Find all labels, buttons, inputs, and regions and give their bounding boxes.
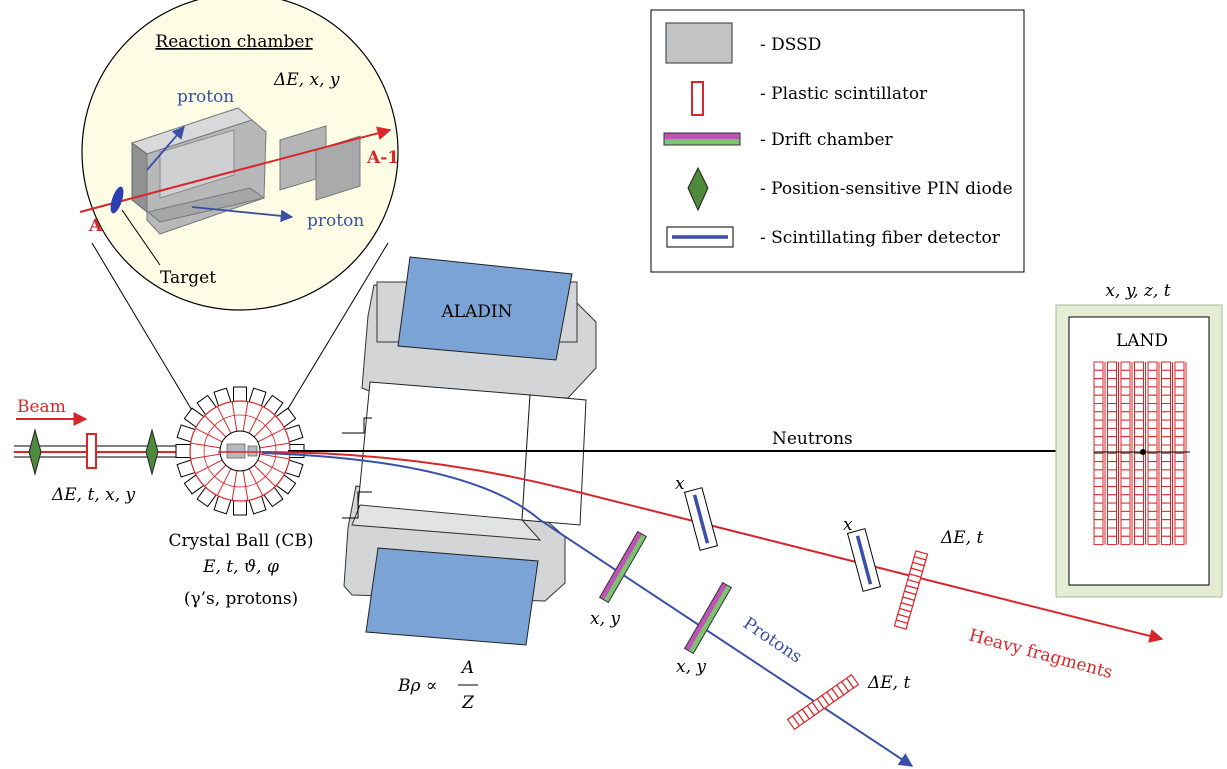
- drift-chamber-1: [598, 530, 648, 604]
- legend-label-fiber: - Scintillating fiber detector: [760, 228, 1001, 248]
- tracking-detectors: x x x, y x, y ΔE, t ΔE, t: [590, 474, 983, 731]
- target-label: Target: [160, 268, 216, 288]
- inset-title: Reaction chamber: [155, 32, 313, 52]
- plastic-scintillator-legend-icon: [691, 81, 704, 116]
- land-detector: x, y, z, t LAND: [1055, 281, 1223, 598]
- proton-label-top: proton: [177, 87, 234, 107]
- dssd-legend-icon: [665, 22, 733, 64]
- crystal-ball-particles: (γ’s, protons): [184, 589, 298, 609]
- svg-text:A: A: [460, 658, 474, 678]
- legend-label-pin: - Position-sensitive PIN diode: [760, 179, 1013, 199]
- inset-beam-out-label: A-1: [366, 148, 399, 168]
- target-icon: [110, 186, 124, 214]
- fiber-2-x-label: x: [843, 515, 853, 535]
- beam-line: Beam ΔE, t, x, y: [14, 397, 250, 505]
- beam-detectors-label: ΔE, t, x, y: [51, 485, 136, 505]
- land-quantities: x, y, z, t: [1105, 281, 1170, 301]
- land-label: LAND: [1116, 331, 1168, 351]
- legend-label-dssd: - DSSD: [760, 35, 821, 55]
- heavy-fragments-label: Heavy fragments: [967, 626, 1115, 684]
- crystal-ball-detector: Crystal Ball (CB) E, t, ϑ, φ (γ’s, proto…: [169, 386, 314, 609]
- drift-2-xy-label: x, y: [676, 657, 706, 677]
- legend: - DSSD - Plastic scintillator - Drift ch…: [650, 9, 1025, 273]
- reaction-chamber-inset: Reaction chamber proton proton ΔE, x, y …: [79, 0, 399, 413]
- svg-text:Z: Z: [461, 693, 475, 713]
- inset-beam-line: [79, 126, 392, 213]
- aladin-label: ALADIN: [440, 302, 512, 322]
- proton-track: [261, 452, 914, 767]
- beam-label: Beam: [17, 397, 66, 417]
- fiber-detector-1: [683, 487, 719, 551]
- chamber-box: [130, 107, 267, 235]
- magnetic-rigidity-formula: Bρ ∝ A Z: [397, 658, 478, 713]
- legend-label-plastic: - Plastic scintillator: [760, 84, 928, 104]
- inset-beam-in-label: A: [88, 216, 103, 236]
- proton-tof-wall: [786, 673, 860, 731]
- drift-chamber-legend-icon: [663, 132, 741, 146]
- fragment-tof-label: ΔE, t: [940, 528, 983, 548]
- pin-diode-1: [28, 428, 42, 476]
- dssd-plate-2: [315, 135, 361, 201]
- crystal-ball-quantities: E, t, ϑ, φ: [202, 557, 279, 577]
- proton-label-bottom: proton: [307, 211, 364, 231]
- crystal-ball-name: Crystal Ball (CB): [169, 531, 314, 551]
- plastic-scintillator-start: [86, 433, 97, 469]
- legend-label-drift: - Drift chamber: [760, 130, 894, 150]
- drift-chamber-2: [683, 581, 733, 655]
- aladin-coil-bottom: [365, 547, 539, 646]
- inset-de-xy-label: ΔE, x, y: [273, 70, 340, 90]
- neutrons-label: Neutrons: [772, 429, 853, 449]
- pin-diode-legend-icon: [687, 166, 709, 212]
- proton-arrow-down: [191, 206, 294, 223]
- fragment-tof-wall: [893, 550, 929, 630]
- aladin-magnet: ALADIN Bρ ∝ A Z: [342, 256, 597, 713]
- proton-arrow-up: [146, 126, 185, 171]
- svg-text:Bρ ∝: Bρ ∝: [397, 676, 437, 696]
- heavy-fragment-track: [261, 451, 1164, 643]
- fiber-1-x-label: x: [675, 474, 685, 494]
- aladin-coil-top: [397, 256, 573, 361]
- pin-diode-2: [145, 428, 159, 476]
- fiber-detector-2: [846, 528, 882, 592]
- drift-1-xy-label: x, y: [590, 609, 620, 629]
- proton-tof-label: ΔE, t: [867, 673, 910, 693]
